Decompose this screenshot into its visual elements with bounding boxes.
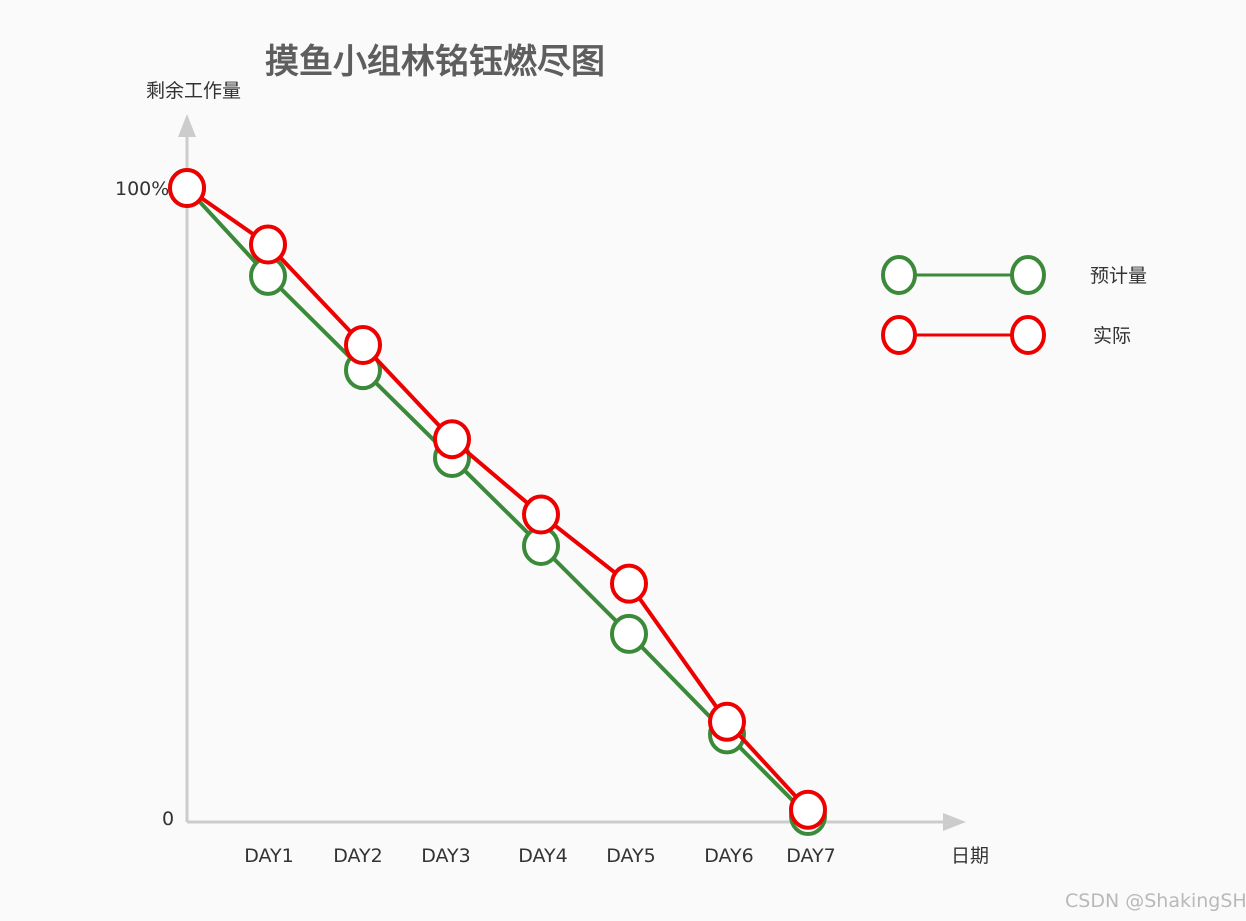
x-tick-label-day3: DAY3 <box>421 845 471 867</box>
series-layer <box>168 168 827 836</box>
legend-label-0: 预计量 <box>1090 265 1147 287</box>
x-tick-label-day2: DAY2 <box>333 845 383 867</box>
data-point-1-1 <box>249 224 287 265</box>
y-tick-label-100: 100% <box>115 178 169 200</box>
data-point-1-5 <box>610 563 648 604</box>
x-tick-label-day6: DAY6 <box>704 845 754 867</box>
y-tick-label-0: 0 <box>162 808 174 830</box>
legend-marker-0-1 <box>1010 255 1046 295</box>
data-point-0-5 <box>610 613 648 654</box>
series-line-1 <box>185 186 810 812</box>
y-axis-arrow <box>178 114 196 137</box>
data-point-1-4 <box>522 494 560 535</box>
y-axis-label: 剩余工作量 <box>146 80 241 102</box>
legend-marker-0-0 <box>881 255 917 295</box>
series-1 <box>168 168 827 830</box>
data-point-1-3 <box>433 419 471 460</box>
data-point-1-0 <box>168 168 206 208</box>
legend-marker-1-0 <box>881 315 917 355</box>
x-axis-arrow <box>943 813 966 831</box>
axes <box>178 114 966 831</box>
data-point-1-6 <box>708 701 746 742</box>
x-tick-label-day7: DAY7 <box>786 845 836 867</box>
chart-title: 摸鱼小组林铭钰燃尽图 <box>265 42 605 82</box>
legend-label-1: 实际 <box>1093 325 1131 347</box>
legend-marker-1-1 <box>1010 315 1046 355</box>
data-point-1-7 <box>789 789 827 830</box>
data-point-1-2 <box>344 325 382 365</box>
x-axis-label: 日期 <box>951 845 989 867</box>
watermark: CSDN @ShakingSH <box>1065 890 1246 912</box>
x-tick-label-day5: DAY5 <box>606 845 656 867</box>
x-tick-label-day1: DAY1 <box>244 845 294 867</box>
x-tick-labels: DAY1 DAY2 DAY3 DAY4 DAY5 DAY6 DAY7 <box>244 845 836 867</box>
x-tick-label-day4: DAY4 <box>518 845 568 867</box>
